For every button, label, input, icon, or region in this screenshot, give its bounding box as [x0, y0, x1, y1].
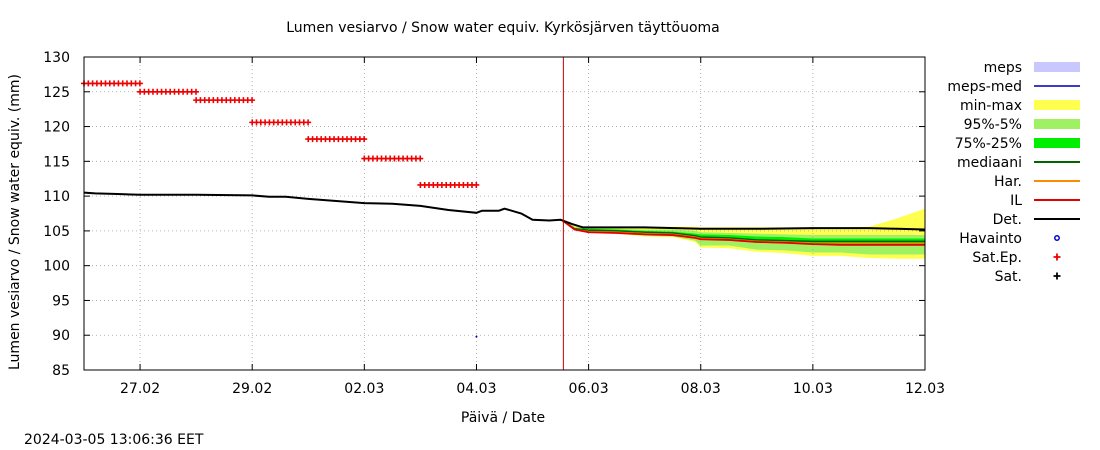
y-tick-label: 110 — [43, 189, 70, 205]
legend-label-meps_med: meps-med — [947, 79, 1022, 95]
chart-title: Lumen vesiarvo / Snow water equiv. Kyrkö… — [286, 20, 719, 36]
x-tick-label: 06.03 — [569, 381, 609, 397]
plot-border — [83, 56, 926, 371]
markers — [81, 80, 480, 338]
legend-swatch-meps — [1034, 62, 1080, 72]
x-tick-label: 27.02 — [120, 381, 160, 397]
sat-ep-marker — [249, 97, 256, 104]
legend-label-meps: meps — [984, 60, 1022, 76]
line-mediaani — [562, 220, 925, 243]
legend-label-min_max: min-max — [960, 98, 1022, 114]
plot-frame — [83, 56, 926, 371]
legend-label-det: Det. — [993, 212, 1022, 228]
x-tick-label: 04.03 — [456, 381, 496, 397]
forecast-bands — [563, 208, 925, 259]
y-tick-label: 115 — [43, 154, 70, 170]
legend-label-har: Har. — [994, 174, 1022, 190]
legend-label-p75_25: 75%-25% — [955, 136, 1022, 152]
series-lines — [83, 57, 926, 370]
band-75-25 — [563, 220, 925, 245]
legend-label-sat_ep: Sat.Ep. — [972, 250, 1022, 266]
legend-label-sat: Sat. — [995, 269, 1022, 285]
legend-swatch-havainto — [1054, 235, 1060, 241]
legend-label-havainto: Havainto — [959, 231, 1022, 247]
legend-swatch-p75_25 — [1034, 138, 1080, 148]
sat-ep-marker — [136, 80, 143, 87]
x-axis-label: Päivä / Date — [461, 410, 545, 426]
legend-swatch-sat_ep — [1053, 253, 1061, 261]
y-ticks: 85 90 95 100 105 110 115 120 125 130 — [43, 50, 925, 379]
y-tick-label: 90 — [52, 328, 70, 344]
x-tick-label: 02.03 — [344, 381, 384, 397]
y-tick-label: 120 — [43, 120, 70, 136]
legend-swatch-sat — [1053, 272, 1061, 280]
x-tick-label: 29.02 — [232, 381, 272, 397]
legend-swatch-p95_5 — [1034, 119, 1080, 129]
timestamp: 2024-03-05 13:06:36 EET — [24, 432, 204, 448]
legend-label-il: IL — [1010, 193, 1022, 209]
sat-ep-marker — [305, 119, 312, 126]
x-tick-label: 08.03 — [681, 381, 721, 397]
line-det — [83, 191, 926, 231]
sat-ep-marker — [473, 181, 480, 188]
legend: meps meps-med min-max 95%-5% 75%-25% mediaani… — [947, 60, 1080, 285]
line-il — [562, 220, 925, 246]
y-tick-label: 130 — [43, 50, 70, 66]
x-ticks: 27.02 29.02 02.03 04.03 06.03 08.03 10.03 12.03 — [120, 57, 945, 397]
y-axis-label: Lumen vesiarvo / Snow water equiv. (mm) — [7, 74, 23, 370]
y-tick-label: 95 — [52, 293, 70, 309]
sat-ep-marker — [361, 136, 368, 143]
sat-ep-marker — [192, 88, 199, 95]
havainto-marker — [475, 335, 478, 338]
y-tick-label: 125 — [43, 85, 70, 101]
grid — [84, 57, 925, 370]
legend-swatch-min_max — [1034, 100, 1080, 110]
sat-ep-marker — [417, 155, 424, 162]
x-tick-label: 12.03 — [905, 381, 945, 397]
legend-label-mediaani: mediaani — [957, 155, 1022, 171]
y-tick-label: 100 — [43, 259, 70, 275]
legend-label-p95_5: 95%-5% — [964, 117, 1022, 133]
x-tick-label: 10.03 — [793, 381, 833, 397]
y-tick-label: 85 — [52, 363, 70, 379]
y-tick-label: 105 — [43, 224, 70, 240]
